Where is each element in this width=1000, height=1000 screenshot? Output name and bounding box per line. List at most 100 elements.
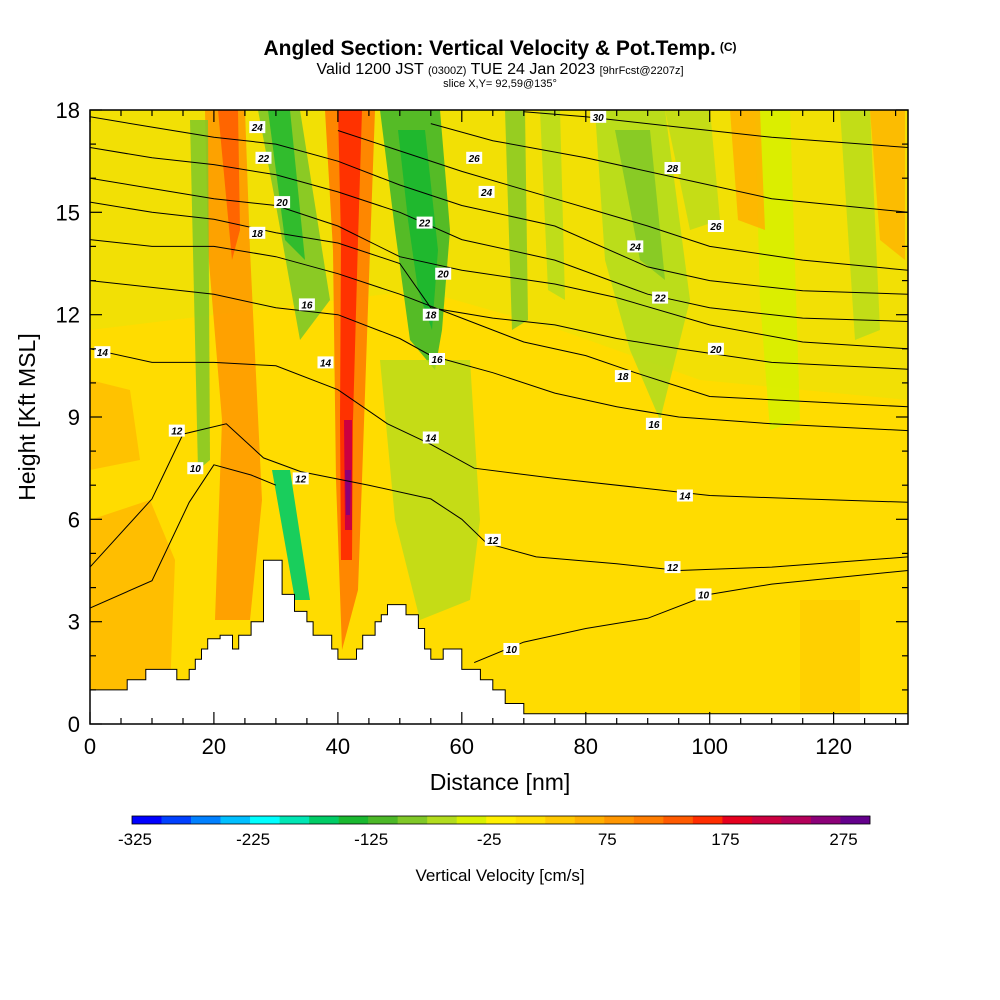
- colorbar-tick-label: -125: [354, 830, 388, 849]
- contour-label-bg: [429, 353, 445, 365]
- colorbar-swatch: [604, 816, 635, 824]
- contour-labels: 24 22 20 18 16 14 14 12 10 12 26 24 22 20 18 16 14 12 10 30…: [94, 110, 724, 656]
- x-tick-label: 0: [84, 734, 96, 759]
- colorbar-swatch: [427, 816, 458, 824]
- contour-label: 24: [251, 123, 264, 134]
- colorbar-swatch: [781, 816, 812, 824]
- contour-label: 12: [667, 563, 679, 574]
- y-tick-labels: 0 3 6 9 12 15 18: [56, 98, 80, 737]
- colorbar-swatch: [751, 816, 782, 824]
- contour-label: 26: [468, 154, 481, 165]
- contour-label: 16: [431, 355, 443, 366]
- colorbar-swatch: [397, 816, 428, 824]
- subtitle-utc: (0300Z): [427, 65, 467, 77]
- y-tick-label: 3: [68, 610, 80, 635]
- colorbar-swatch: [368, 816, 398, 824]
- y-axis-label: Height [Kft MSL]: [14, 333, 40, 500]
- theta-contour-18-6: [90, 201, 908, 370]
- y-tick-label: 9: [68, 405, 80, 430]
- theta-contour-26-10: [337, 130, 908, 271]
- contour-label: 14: [425, 434, 437, 445]
- contour-label-bg: [168, 424, 185, 437]
- contour-label: 18: [617, 372, 629, 383]
- contour-label: 18: [425, 311, 437, 322]
- slice-note: slice X,Y= 92,59@135°: [443, 78, 557, 90]
- subtitle-forecast: [9hrFcst@2207z]: [599, 65, 684, 77]
- contour-label-bg: [317, 356, 334, 369]
- y-tick-label: 6: [68, 507, 80, 532]
- colorbar-tick-label: -25: [477, 830, 502, 849]
- y-tick-label: 15: [56, 200, 80, 225]
- colorbar-tick-label: 175: [711, 830, 739, 849]
- contour-label: 18: [252, 229, 264, 240]
- colorbar-tick-label: 275: [829, 830, 857, 849]
- contour-label: 26: [709, 222, 722, 233]
- contour-label: 24: [629, 242, 642, 253]
- x-tick-label: 40: [326, 734, 350, 759]
- contour-label: 16: [301, 300, 313, 311]
- contour-label-bg: [435, 267, 452, 280]
- subtitle-valid: Valid 1200 JST: [316, 61, 424, 78]
- colorbar-swatch: [633, 816, 664, 824]
- colorbar-tick-labels: -325 -225 -125 -25 75 175 275: [118, 830, 858, 849]
- contour-label-bg: [94, 346, 111, 359]
- chart-title-tag: (C): [719, 40, 737, 54]
- contour-label-bg: [645, 417, 662, 430]
- terrain: [89, 559, 909, 725]
- colorbar-swatch: [722, 816, 753, 824]
- contour-label-bg: [484, 533, 501, 546]
- contour-label-bg: [422, 431, 439, 444]
- colorbar-tick-label: -325: [118, 830, 152, 849]
- contour-label-bg: [707, 342, 724, 355]
- contour-label: 24: [480, 188, 493, 199]
- theta-contour-30-12: [523, 111, 908, 148]
- contour-label: 14: [97, 348, 109, 359]
- colorbar-label: Vertical Velocity [cm/s]: [415, 866, 584, 885]
- colorbar-swatch: [574, 816, 605, 824]
- contour-label-bg: [249, 121, 266, 134]
- contour-label: 22: [257, 154, 270, 165]
- x-tick-label: 120: [815, 734, 852, 759]
- colorbar-swatch: [545, 816, 576, 824]
- contour-label-bg: [466, 151, 483, 164]
- theta-contour-20-7: [90, 177, 908, 350]
- colorbar-frame: [131, 815, 871, 825]
- theta-contour-12-2: [90, 423, 908, 572]
- theta-contour-10-1: [474, 570, 908, 664]
- colorbar-swatch: [486, 816, 517, 824]
- contour-label-bg: [695, 588, 712, 601]
- contour-label: 10: [190, 464, 202, 475]
- contour-label-bg: [292, 472, 309, 485]
- colorbar-tick-label: 75: [598, 830, 617, 849]
- theta-contour-24-9: [90, 116, 908, 295]
- colorbar-swatch: [309, 816, 339, 824]
- contour-label: 10: [506, 645, 518, 656]
- contour-label-bg: [590, 110, 607, 123]
- colorbar-swatch: [161, 816, 192, 824]
- contour-label: 10: [698, 590, 710, 601]
- contour-label-bg: [503, 643, 520, 655]
- colorbar-swatch: [692, 816, 723, 824]
- colorbar: [131, 815, 871, 825]
- contour-label-bg: [274, 196, 291, 209]
- colorbar-swatch: [250, 816, 280, 824]
- colorbar-swatch: [456, 816, 487, 824]
- chart-subtitle: Valid 1200 JST (0300Z) TUE 24 Jan 2023 […: [0, 61, 1000, 79]
- contour-label: 20: [437, 270, 450, 281]
- colorbar-swatch: [279, 816, 310, 824]
- colorbar-swatch: [663, 816, 694, 824]
- colorbar-swatch: [810, 816, 841, 824]
- contour-label: 14: [679, 492, 691, 503]
- contour-label: 16: [648, 420, 660, 431]
- contour-label-bg: [255, 151, 272, 164]
- colorbar-tick-label: -225: [236, 830, 270, 849]
- contour-label: 28: [666, 164, 679, 175]
- contour-label-bg: [676, 489, 693, 502]
- colorbar-swatch: [338, 816, 369, 824]
- chart-title: Angled Section: Vertical Velocity & Pot.…: [263, 37, 737, 60]
- x-tick-label: 100: [691, 734, 728, 759]
- y-tick-label: 18: [56, 98, 80, 123]
- contour-label: 20: [276, 198, 289, 209]
- contour-label: 12: [171, 427, 183, 438]
- theta-contour-10-0: [90, 464, 277, 609]
